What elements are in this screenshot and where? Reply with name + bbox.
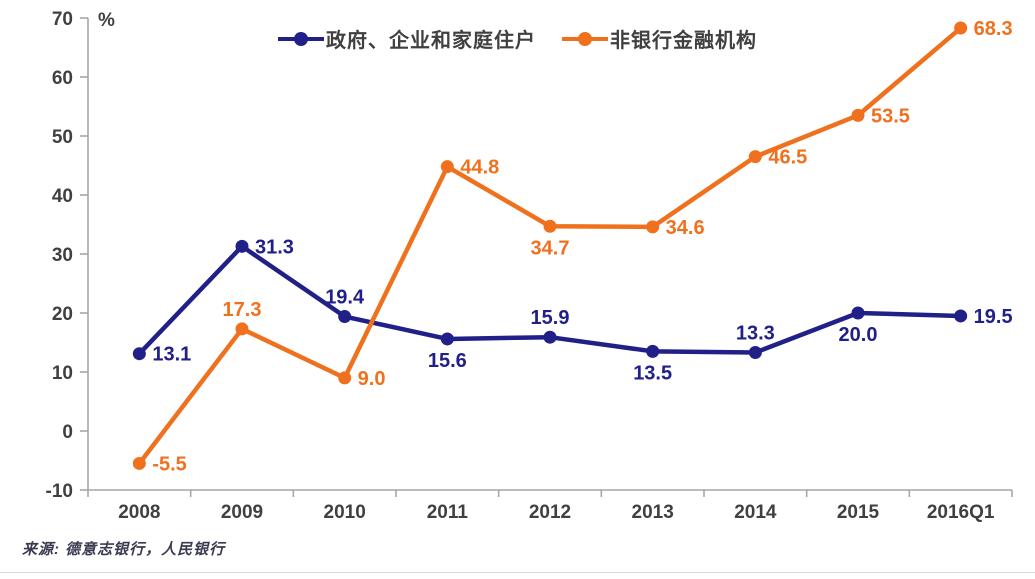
x-axis-tick-label: 2011 [427, 502, 469, 523]
data-point-marker [338, 310, 352, 324]
data-point-label: 13.3 [736, 323, 775, 345]
x-axis-tick-label: 2010 [324, 502, 366, 523]
data-point-label: 68.3 [974, 18, 1013, 40]
data-point-label: 31.3 [255, 236, 294, 258]
x-axis-tick-label: 2008 [118, 502, 160, 523]
y-axis-tick-label: 50 [52, 127, 73, 148]
data-point-marker [851, 108, 865, 122]
data-point-label: 34.7 [531, 237, 570, 259]
data-point-marker [954, 309, 968, 323]
x-axis-tick-label: 2012 [529, 502, 571, 523]
x-axis-tick-label: 2013 [632, 502, 674, 523]
y-axis-tick-label: 20 [52, 304, 73, 325]
source-note: 来源: 德意志银行，人民银行 [22, 541, 226, 558]
data-point-label: 19.4 [325, 287, 365, 309]
data-point-label: 17.3 [223, 299, 262, 321]
data-point-marker [338, 371, 352, 385]
x-axis-tick-label: 2014 [734, 502, 777, 523]
data-point-marker [748, 150, 762, 164]
line-chart-svg: -10 0 10 20 30 40 50 60 70 % 2008 2009 2010 2011 2012 2… [46, 9, 1013, 523]
y-axis-tick-label: 30 [52, 245, 73, 266]
data-point-label: 34.6 [666, 217, 705, 239]
data-point-marker [235, 322, 249, 336]
data-point-label: 53.5 [871, 105, 910, 127]
data-point-marker [132, 347, 146, 361]
data-point-marker [440, 332, 454, 346]
data-point-label: 19.5 [974, 306, 1013, 328]
data-point-marker [851, 306, 865, 320]
data-point-marker [235, 239, 249, 253]
data-point-marker [646, 220, 660, 234]
y-axis-tick-label: 0 [62, 422, 73, 443]
data-point-marker [132, 456, 146, 470]
y-axis-unit-label: % [98, 10, 115, 31]
data-point-label: 13.5 [633, 362, 672, 384]
data-point-label: -5.5 [152, 453, 186, 475]
x-axis-tick-label: 2015 [837, 502, 880, 523]
data-point-marker [543, 219, 557, 233]
y-axis-tick-label: -10 [46, 481, 73, 502]
y-axis-tick-label: 60 [52, 68, 73, 89]
data-point-marker [954, 21, 968, 35]
y-axis-tick-label: 70 [52, 9, 73, 30]
x-axis-tick-label: 2009 [221, 502, 263, 523]
data-point-marker [646, 344, 660, 358]
data-point-marker [440, 160, 454, 174]
data-point-label: 20.0 [839, 324, 878, 346]
data-point-label: 46.5 [768, 147, 807, 169]
data-point-label: 15.6 [428, 350, 467, 372]
data-point-label: 44.8 [460, 157, 499, 179]
data-point-marker [543, 330, 557, 344]
x-axis-tick-label: 2016Q1 [927, 502, 995, 523]
y-axis-tick-label: 40 [52, 186, 73, 207]
y-axis-tick-label: 10 [52, 363, 73, 384]
bottom-divider [0, 572, 1035, 573]
data-point-label: 13.1 [152, 344, 191, 366]
data-point-label: 15.9 [531, 307, 570, 329]
data-point-label: 9.0 [358, 368, 386, 390]
data-point-marker [748, 346, 762, 360]
